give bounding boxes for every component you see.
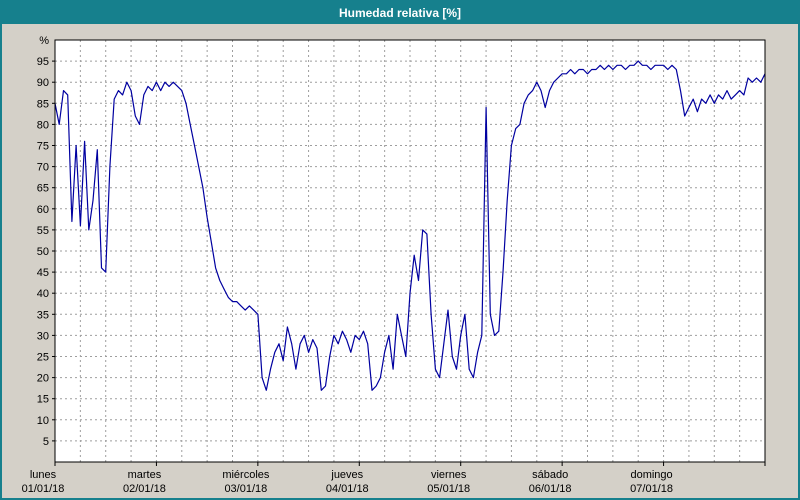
y-tick-label: 60 [37, 204, 49, 216]
x-day-name-label: martes [128, 469, 162, 481]
x-day-date-label: 07/01/18 [630, 483, 673, 495]
y-tick-label: 15 [37, 394, 49, 406]
humidity-line-chart: 5 10 15 20 25 30 35 40 45 50 55 60 65 70 75 80 85 90 95% lu… [22, 35, 766, 495]
x-day-name-label: jueves [330, 469, 363, 481]
x-day-name-label: domingo [630, 469, 672, 481]
humidity-line [54, 60, 766, 391]
y-tick-label: 50 [37, 246, 49, 258]
x-day-name-label: lunes [30, 469, 57, 481]
x-day-name-label: viernes [431, 469, 467, 481]
chart-title: Humedad relativa [%] [338, 6, 462, 20]
y-tick-label: 30 [37, 330, 49, 342]
x-day-date-label: 03/01/18 [224, 483, 267, 495]
y-tick-label: 45 [37, 267, 49, 279]
y-tick-label: 20 [37, 373, 49, 385]
y-tick-label: 85 [37, 98, 49, 110]
x-day-date-label: 02/01/18 [123, 483, 166, 495]
y-tick-label: 40 [37, 288, 49, 300]
chart-area: 5 10 15 20 25 30 35 40 45 50 55 60 65 70 75 80 85 90 95% lu… [2, 24, 798, 498]
x-day-date-label: 05/01/18 [427, 483, 470, 495]
y-tick-label: 35 [37, 309, 49, 321]
x-day-date-label: 06/01/18 [529, 483, 572, 495]
y-tick-label: 90 [37, 77, 49, 89]
x-day-date-label: 04/01/18 [326, 483, 369, 495]
y-tick-label: 95 [37, 56, 49, 68]
y-axis-unit-label: % [39, 35, 49, 47]
window-titlebar: Humedad relativa [%] [2, 2, 798, 24]
y-tick-label: 70 [37, 162, 49, 174]
x-day-name-label: sábado [532, 469, 568, 481]
x-day-name-label: miércoles [222, 469, 270, 481]
y-tick-label: 80 [37, 119, 49, 131]
x-day-date-label: 01/01/18 [22, 483, 65, 495]
y-tick-label: 5 [43, 436, 49, 448]
y-tick-label: 75 [37, 141, 49, 153]
y-tick-label: 55 [37, 225, 49, 237]
y-tick-label: 10 [37, 415, 49, 427]
y-tick-label: 25 [37, 352, 49, 364]
y-tick-label: 65 [37, 183, 49, 195]
